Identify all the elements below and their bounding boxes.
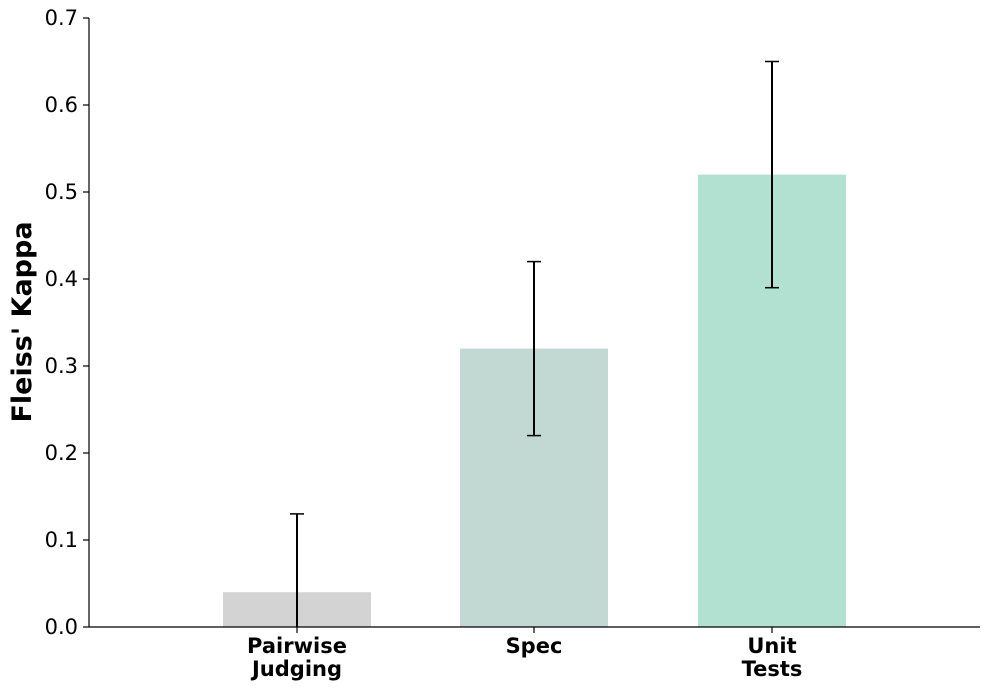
x-labels-group: Pairwise Judging Spec Unit Tests [247,627,802,681]
x-tick-label-line: Judging [250,657,342,681]
x-tick-label-line: Pairwise [247,634,347,658]
x-tick-label-line: Spec [506,634,563,658]
y-tick-label-1: 0.1 [45,528,78,552]
y-tick-label-4: 0.4 [45,267,78,291]
x-tick-label-2: Unit Tests [742,634,803,681]
y-tick-label-5: 0.5 [45,180,78,204]
x-tick-label-0: Pairwise Judging [247,634,347,681]
error-bars-group [290,60,779,627]
y-tick-label-2: 0.2 [45,441,78,465]
y-tick-label-7: 0.7 [45,6,78,30]
x-tick-label-1: Spec [506,634,563,658]
y-axis-label: Fleiss' Kappa [7,221,38,422]
x-tick-label-line: Unit [747,634,796,658]
y-ticks-group: 0.0 0.1 0.2 0.3 0.4 0.5 0.6 0.7 [45,6,89,639]
y-tick-label-0: 0.0 [45,615,78,639]
x-tick-label-line: Tests [742,657,803,681]
y-tick-label-6: 0.6 [45,93,78,117]
y-tick-label-3: 0.3 [45,354,78,378]
